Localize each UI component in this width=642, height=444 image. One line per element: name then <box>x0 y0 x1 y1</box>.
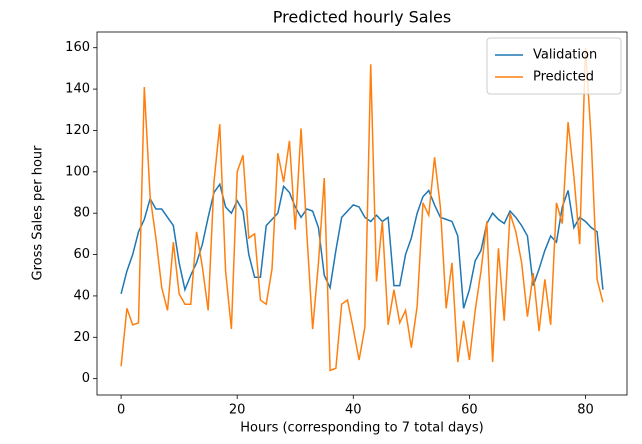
x-tick-label: 80 <box>577 403 594 418</box>
x-tick-label: 20 <box>229 403 246 418</box>
y-tick-label: 40 <box>73 288 90 303</box>
y-tick-label: 60 <box>73 247 90 262</box>
legend-label: Validation <box>533 48 597 63</box>
chart-title: Predicted hourly Sales <box>273 8 451 27</box>
y-tick-label: 140 <box>65 82 90 97</box>
x-axis-label: Hours (corresponding to 7 total days) <box>240 421 483 436</box>
y-tick-label: 0 <box>82 371 90 386</box>
y-tick-label: 100 <box>65 164 90 179</box>
legend: Validation Predicted <box>486 37 622 95</box>
y-tick-label: 160 <box>65 40 90 55</box>
y-tick-label: 120 <box>65 123 90 138</box>
x-tick-label: 0 <box>117 403 125 418</box>
x-tick-label: 40 <box>345 403 362 418</box>
series-line <box>120 47 604 372</box>
y-axis-label: Gross Sales per hour <box>31 145 46 281</box>
series-line <box>120 182 604 309</box>
x-tick-label: 60 <box>461 403 478 418</box>
legend-box <box>486 37 622 95</box>
plot-frame <box>96 31 628 396</box>
y-tick-label: 80 <box>73 206 90 221</box>
legend-label: Predicted <box>533 70 594 85</box>
y-tick-label: 20 <box>73 330 90 345</box>
